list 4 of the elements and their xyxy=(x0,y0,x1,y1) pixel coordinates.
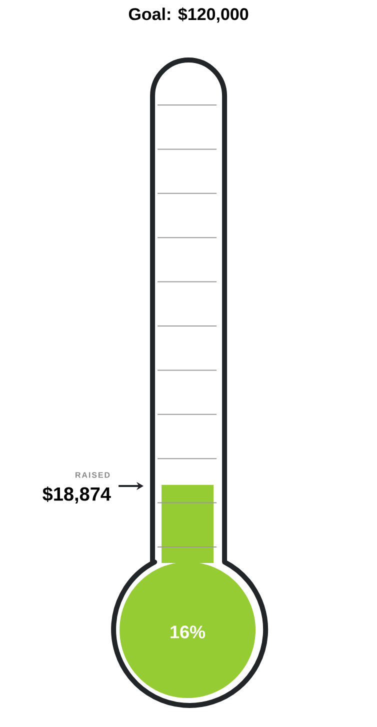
data-label: 16% xyxy=(170,626,206,638)
text: $18,874 xyxy=(42,486,112,504)
text: RAISED xyxy=(76,472,110,478)
text: Goal: $120,000 xyxy=(129,7,248,23)
